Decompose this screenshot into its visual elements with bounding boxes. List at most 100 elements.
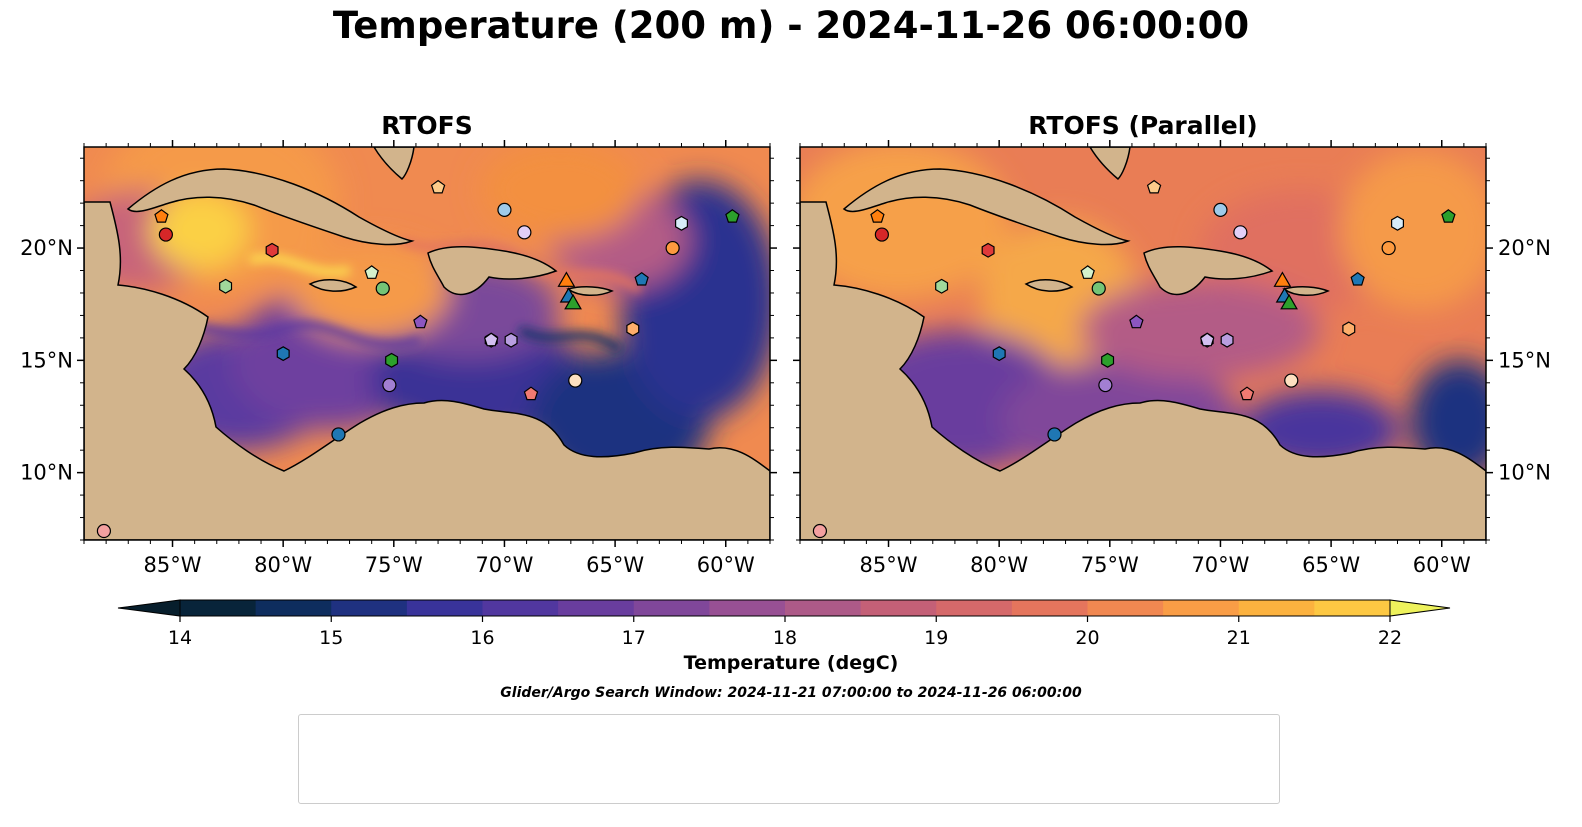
colorbar-bin [1163,600,1240,616]
lon-tick-label: 65°W [586,553,644,577]
colorbar-bin [482,600,559,616]
lat-tick-label: 10°N [1498,461,1551,485]
station-6903727 [517,225,532,240]
station-4903563 [265,242,279,258]
lon-tick-label: 85°W [860,553,918,577]
colorbar-bin [709,600,786,616]
station-4903349 [1284,373,1299,388]
colorbar-bin [1238,600,1315,616]
colorbar-bin [180,600,257,616]
map-panel-rtofs [83,146,771,541]
station-4903250 [870,209,885,223]
colorbar-bin [1314,600,1391,616]
station-3902457 [634,271,649,286]
station-SG649-20240712T1133 [557,271,576,287]
lat-tick-label: 20°N [20,236,73,260]
colorbar-tick-label: 15 [319,627,343,649]
station-SG649-20240712T1133 [1273,271,1292,287]
colorbar-bin [406,600,483,616]
station-6903136 [504,332,518,348]
station-4903563 [981,242,995,258]
colorbar-tick-label: 22 [1378,627,1402,649]
colorbar-tick-label: 18 [773,627,797,649]
colorbar-tick-label: 16 [470,627,494,649]
colorbar-bin [633,600,710,616]
station-4903333 [665,240,680,256]
station-markers-rtofs [96,179,740,539]
station-4903352 [1441,209,1456,223]
map-panel-rtofs-parallel [799,146,1487,541]
lon-tick-label: 75°W [365,553,423,577]
colorbar-extend-high [1389,599,1451,617]
station-4903333 [1381,240,1396,256]
station-1902522 [1047,427,1062,442]
search-window-text: Glider/Argo Search Window: 2024-11-21 07… [500,685,1082,701]
station-6903137 [483,332,499,347]
lat-tick-label: 15°N [1498,348,1551,372]
station-5906478 [96,523,112,539]
station-4903345 [626,321,640,337]
colorbar-bin [1011,600,1088,616]
station-4903350 [1101,352,1115,368]
lon-tick-label: 65°W [1302,553,1360,577]
colorbar-bin [255,600,332,616]
station-4903558 [375,281,390,296]
lat-tick-label: 20°N [1498,236,1551,260]
figure-title: Temperature (200 m) - 2024-11-26 06:00:0… [332,4,1250,47]
station-4902534 [1213,202,1228,217]
colorbar: 14 15 16 17 18 19 20 21 22 [117,599,1451,649]
colorbar-bin [860,600,937,616]
colorbar-bin [936,600,1013,616]
station-4903244 [674,215,689,231]
colorbar-tick-label: 19 [924,627,948,649]
station-4903352 [725,209,740,223]
legend-frame [298,714,1280,804]
station-4903350 [385,352,399,368]
lon-tick-label: 80°W [254,553,312,577]
station-4903348 [430,179,446,194]
colorbar-tick-label: 20 [1075,627,1099,649]
lon-tick-label: 70°W [1191,553,1249,577]
lon-tick-label: 85°W [144,553,202,577]
station-SG678-20240617T1202 [1280,293,1298,310]
station-6903136 [1220,332,1234,348]
station-4902534 [497,202,512,217]
lon-ticks-rtofs: 85°W 80°W 75°W 70°W 65°W 60°W [83,140,771,577]
station-6903727 [1233,225,1248,240]
colorbar-extend-low [117,599,181,617]
station-4903244 [1390,215,1405,231]
lon-tick-label: 80°W [970,553,1028,577]
station-6903135 [1098,377,1113,393]
panel-title-rtofs-parallel: RTOFS (Parallel) [1028,111,1258,140]
station-4903558 [1091,281,1106,296]
station-4903559 [219,278,233,294]
station-6903137 [1199,332,1215,347]
colorbar-tick-label: 14 [168,627,192,649]
station-6903134 [413,314,428,329]
station-4903562 [158,227,173,242]
lon-tick-label: 70°W [475,553,533,577]
station-4903348 [1146,179,1162,194]
station-6903134 [1129,314,1144,329]
lat-tick-label: 15°N [20,348,73,372]
station-2903766 [276,346,290,362]
station-3902457 [1350,271,1365,286]
station-4903345 [1342,321,1356,337]
lat-ticks: 20°N 15°N 10°N 20°N 15°N 10°N [20,157,1551,541]
lat-tick-label: 10°N [20,461,73,485]
station-1902522 [331,427,346,442]
station-4903629 [1239,386,1255,401]
lon-tick-label: 60°W [1413,553,1471,577]
station-5906478 [812,523,828,539]
colorbar-bin [558,600,635,616]
station-4903561 [1080,265,1095,279]
station-4903559 [935,278,949,294]
panel-title-rtofs: RTOFS [381,111,473,140]
colorbar-label: Temperature (degC) [683,652,899,674]
station-4903561 [364,265,379,279]
station-SG678-20240617T1202 [564,293,582,310]
station-4903629 [523,386,539,401]
colorbar-bin [1087,600,1164,616]
lon-tick-label: 60°W [697,553,755,577]
